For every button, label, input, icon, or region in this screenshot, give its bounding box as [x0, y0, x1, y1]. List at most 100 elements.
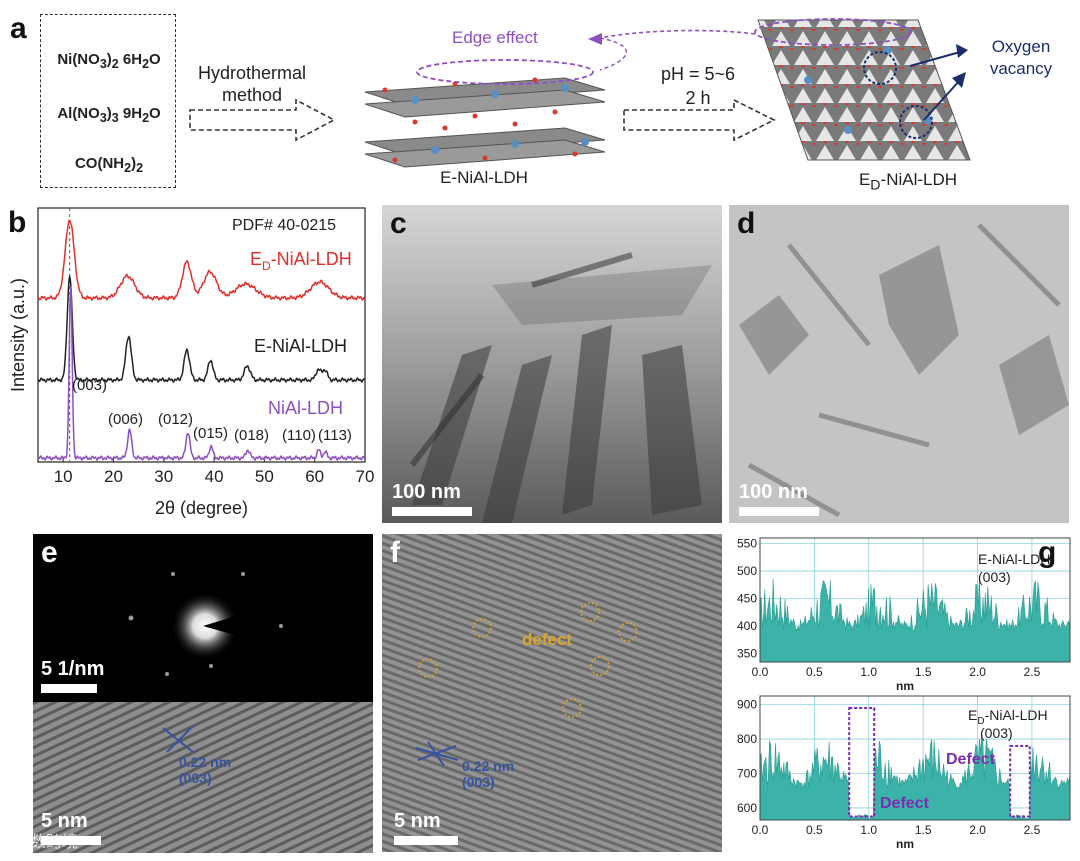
defect-box-1 — [848, 707, 876, 818]
defective-sheet-illustration — [754, 18, 971, 161]
plot-frame — [37, 207, 366, 463]
scale-bar-f — [394, 836, 458, 845]
scale-label-e-bottom: 5 nm — [41, 810, 88, 832]
x-tick-label: 0.0 — [752, 823, 769, 837]
edge-effect-label: Edge effect — [452, 28, 538, 47]
scale-bar-e-bottom — [41, 836, 101, 845]
peak-label: (003) — [72, 377, 107, 394]
y-tick-label: 350 — [737, 647, 757, 661]
y-axis-label: Intensity (a.u.) — [8, 278, 28, 392]
series-label-e: E-NiAl-LDH — [254, 336, 347, 356]
xrd-line-NiAl-LDH — [37, 286, 365, 462]
hrtem-image-f: defect 0.22 nm (003) 5 nm f — [382, 534, 722, 852]
lattice-spacing-e: 0.22 nm (003) — [179, 754, 232, 786]
dashed-arrow-1 — [189, 98, 336, 142]
series-label-ed: ED-NiAl-LDH — [250, 249, 352, 273]
defect-box-2 — [1009, 744, 1031, 818]
y-tick-label: 500 — [737, 564, 757, 578]
x-tick-label: 1.5 — [915, 823, 932, 837]
y-tick-label: 900 — [737, 698, 757, 712]
scale-label-e-top: 5 1/nm — [41, 658, 105, 680]
tem-image-d: 100 nm d — [729, 205, 1069, 523]
x-tick-label: 2.5 — [1024, 823, 1041, 837]
peak-label: (012) — [158, 411, 193, 428]
dashed-arrow-2 — [623, 98, 776, 142]
reagent-urea: CO(NH2)2 — [74, 155, 144, 175]
panel-c-letter: c — [390, 207, 407, 240]
plot-border — [759, 537, 1071, 663]
peak-label: (110) — [282, 427, 316, 444]
x-tick-label: 50 — [255, 467, 274, 486]
x-axis-label: nm — [896, 679, 914, 693]
scale-bar-d — [739, 507, 819, 516]
defect-label-2: Defect — [946, 751, 996, 768]
x-tick-label: 0.0 — [752, 665, 769, 679]
xrd-line-E-NiAl-LDH — [37, 274, 366, 384]
product1-label: E-NiAl-LDH — [440, 168, 528, 187]
x-tick-label: 40 — [205, 467, 224, 486]
lattice-spacing-f: 0.22 nm (003) — [462, 758, 515, 790]
defect-label: defect — [522, 630, 573, 649]
oxygen-vacancy-label: Oxygen vacancy — [989, 37, 1053, 78]
peak-label: (006) — [108, 411, 143, 428]
step1-text: Hydrothermal method — [197, 63, 307, 105]
series-label-niai: NiAl-LDH — [268, 398, 343, 418]
oxygen-vacancy-arrows — [909, 44, 968, 121]
panel-e-letter: e — [41, 536, 58, 569]
scale-label-d: 100 nm — [739, 481, 808, 503]
watermark: 大数跨境 — [14, 834, 79, 851]
scale-bar-e-top — [41, 684, 97, 693]
x-tick-label: 30 — [154, 467, 173, 486]
peak-label: (018) — [234, 427, 269, 444]
panel-a-letter: a — [10, 12, 27, 45]
x-tick-label: 0.5 — [806, 823, 823, 837]
scale-label-c: 100 nm — [392, 481, 461, 503]
x-tick-label: 20 — [104, 467, 123, 486]
y-tick-label: 550 — [737, 537, 757, 551]
panel-d-letter: d — [737, 207, 756, 240]
x-tick-label: 70 — [356, 467, 375, 486]
x-tick-label: 2.5 — [1024, 665, 1041, 679]
peak-label: (113) — [318, 427, 352, 444]
scale-label-f: 5 nm — [394, 810, 441, 832]
x-tick-label: 0.5 — [806, 665, 823, 679]
x-axis-label: 2θ (degree) — [155, 498, 248, 518]
saed-pattern-e: 5 1/nm e — [33, 534, 373, 702]
line-profile-chart-top: 350 400 450 500 550 0.0 0.5 1.0 1.5 2.0 2.5 nm E-NiA… — [737, 537, 1071, 693]
edge-effect-arrow — [588, 29, 756, 71]
reagent-aluminum-nitrate: Al(NO3)3 9H2O — [57, 105, 161, 125]
y-tick-label: 700 — [737, 767, 757, 781]
x-tick-label: 60 — [305, 467, 324, 486]
panel-f-letter: f — [390, 536, 400, 569]
x-tick-label: 1.0 — [860, 823, 877, 837]
plot-border — [759, 695, 1071, 821]
step2-text: pH = 5~6 2 h — [660, 64, 736, 108]
reagent-nickel-nitrate: Ni(NO3)2 6H2O — [57, 51, 161, 71]
profile-area — [759, 733, 1071, 821]
profile-plane-top: (003) — [978, 569, 1011, 585]
y-tick-label: 600 — [737, 801, 757, 815]
profile-plane-bottom: (003) — [980, 725, 1013, 741]
reagent-box: Ni(NO3)2 6H2O Al(NO3)3 9H2O CO(NH2)2 — [40, 14, 176, 188]
peak-label: (015) — [193, 425, 228, 442]
panel-b-letter: b — [8, 206, 27, 239]
product2-label: ED-NiAl-LDH — [858, 170, 958, 194]
x-axis-label: nm — [896, 837, 914, 851]
x-tick-label: 1.5 — [915, 665, 932, 679]
xrd-chart: 10 20 30 40 50 60 70 2θ (degree) Intensity (a.u.… — [8, 207, 375, 518]
y-tick-label: 800 — [737, 732, 757, 746]
x-tick-label: 2.0 — [969, 665, 986, 679]
pdf-reference: PDF# 40-0215 — [232, 217, 336, 234]
panel-g-letter: g — [1038, 536, 1057, 569]
x-tick-label: 1.0 — [860, 665, 877, 679]
defect-label-1: Defect — [880, 795, 930, 812]
line-profile-chart-bottom: 600 700 800 900 0.0 0.5 1.0 1.5 2.0 2.5 nm ED-NiAl-… — [737, 695, 1071, 851]
y-tick-label: 450 — [737, 592, 757, 606]
profile-name-bottom: ED-NiAl-LDH — [968, 707, 1048, 727]
profile-name-top: E-NiAl-LDH — [978, 551, 1050, 567]
xrd-line-ED-NiAl-LDH — [37, 219, 365, 302]
y-tick-label: 400 — [737, 619, 757, 633]
lamellar-structure-illustration — [364, 59, 606, 168]
hrtem-image-e: 0.22 nm (003) 5 nm — [33, 702, 373, 853]
tem-image-c: 100 nm c — [382, 205, 722, 523]
